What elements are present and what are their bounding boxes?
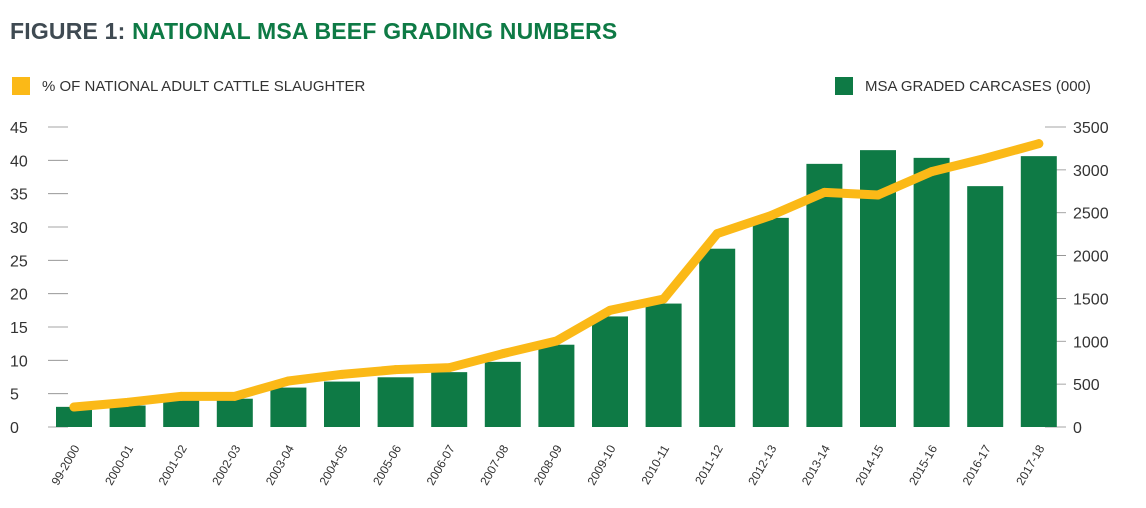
line-point (605, 305, 615, 315)
line-point (176, 391, 186, 401)
line-point (980, 153, 990, 163)
x-axis-category-label: 2015-16 (906, 442, 940, 487)
left-axis-tick-label: 10 (10, 353, 28, 370)
bar (484, 361, 521, 427)
x-axis-category-label: 2012-13 (745, 442, 779, 487)
left-axis-tick-label: 25 (10, 253, 28, 270)
bar (699, 248, 736, 427)
figure-title: FIGURE 1: NATIONAL MSA BEEF GRADING NUMB… (10, 18, 617, 45)
right-axis-tick-label: 1000 (1073, 334, 1109, 351)
right-axis-tick-label: 500 (1073, 377, 1100, 394)
line-point (444, 363, 454, 373)
left-axis-tick-label: 5 (10, 387, 19, 404)
bar (538, 344, 575, 427)
x-axis-category-label: 99-2000 (48, 442, 82, 487)
line-point (337, 369, 347, 379)
bar (324, 381, 360, 427)
left-axis-tick-label: 20 (10, 287, 28, 304)
left-axis-tick-label: 45 (10, 120, 28, 137)
legend-line-label: % OF NATIONAL ADULT CATTLE SLAUGHTER (42, 77, 366, 95)
line-point (283, 376, 293, 386)
line-point (498, 349, 508, 359)
legend-bar-swatch (835, 77, 853, 95)
x-axis-category-label: 2008-09 (531, 442, 565, 487)
bar (431, 372, 468, 427)
x-axis-category-label: 2013-14 (799, 442, 833, 487)
x-axis-category-label: 2014-15 (852, 442, 886, 487)
left-axis-tick-label: 35 (10, 187, 28, 204)
left-axis-tick-label: 40 (10, 153, 28, 170)
x-axis-category-label: 2000-01 (102, 442, 136, 487)
bar (645, 303, 682, 427)
chart-title: NATIONAL MSA BEEF GRADING NUMBERS (132, 18, 618, 44)
line-point (659, 294, 669, 304)
line-point (551, 336, 561, 346)
bar (163, 398, 200, 427)
bar (752, 217, 789, 427)
line-point (230, 391, 240, 401)
bar (1020, 156, 1057, 427)
bar (913, 157, 950, 427)
x-axis-category-label: 2006-07 (424, 442, 458, 487)
bar (216, 398, 253, 427)
right-axis-tick-label: 0 (1073, 420, 1082, 437)
x-axis-category-label: 2004-05 (316, 442, 350, 487)
bar (109, 405, 146, 427)
line-point (927, 167, 937, 177)
x-axis-category-label: 2002-03 (209, 442, 243, 487)
line-point (69, 402, 79, 412)
x-axis-category-label: 2010-11 (638, 442, 672, 487)
figure-label: FIGURE 1: (10, 18, 126, 44)
line-point (819, 187, 829, 197)
line-point (1034, 139, 1044, 149)
line-point (391, 365, 401, 375)
x-axis-category-label: 2011-12 (692, 442, 726, 487)
right-axis-tick-label: 2000 (1073, 249, 1109, 266)
bar (270, 387, 307, 427)
x-axis-category-label: 2001-02 (156, 442, 190, 487)
legend-bar: MSA GRADED CARCASES (000) (835, 77, 1091, 95)
right-axis-tick-label: 3000 (1073, 163, 1109, 180)
x-axis-category-label: 2016-17 (960, 442, 994, 487)
legend-bar-label: MSA GRADED CARCASES (000) (865, 77, 1091, 95)
x-axis-category-label: 2007-08 (477, 442, 511, 487)
bar (377, 377, 414, 427)
legend-line: % OF NATIONAL ADULT CATTLE SLAUGHTER (12, 77, 365, 95)
left-axis-tick-label: 30 (10, 220, 28, 237)
x-axis-category-label: 2017-18 (1013, 442, 1047, 487)
right-axis-tick-label: 3500 (1073, 120, 1109, 137)
x-axis-category-label: 2005-06 (370, 442, 404, 487)
bar (967, 186, 1004, 427)
bar (806, 163, 843, 427)
right-axis-tick-label: 1500 (1073, 291, 1109, 308)
left-axis-tick-label: 0 (10, 420, 19, 437)
line-point (123, 397, 133, 407)
line-point (712, 229, 722, 239)
left-axis-tick-label: 15 (10, 320, 28, 337)
x-axis-category-label: 2009-10 (584, 442, 618, 487)
line-point (766, 211, 776, 221)
x-axis-category-label: 2003-04 (263, 442, 297, 487)
line-point (873, 190, 883, 200)
right-axis-tick-label: 2500 (1073, 206, 1109, 223)
bar (56, 406, 92, 427)
legend-line-swatch (12, 77, 30, 95)
bar (592, 316, 628, 427)
